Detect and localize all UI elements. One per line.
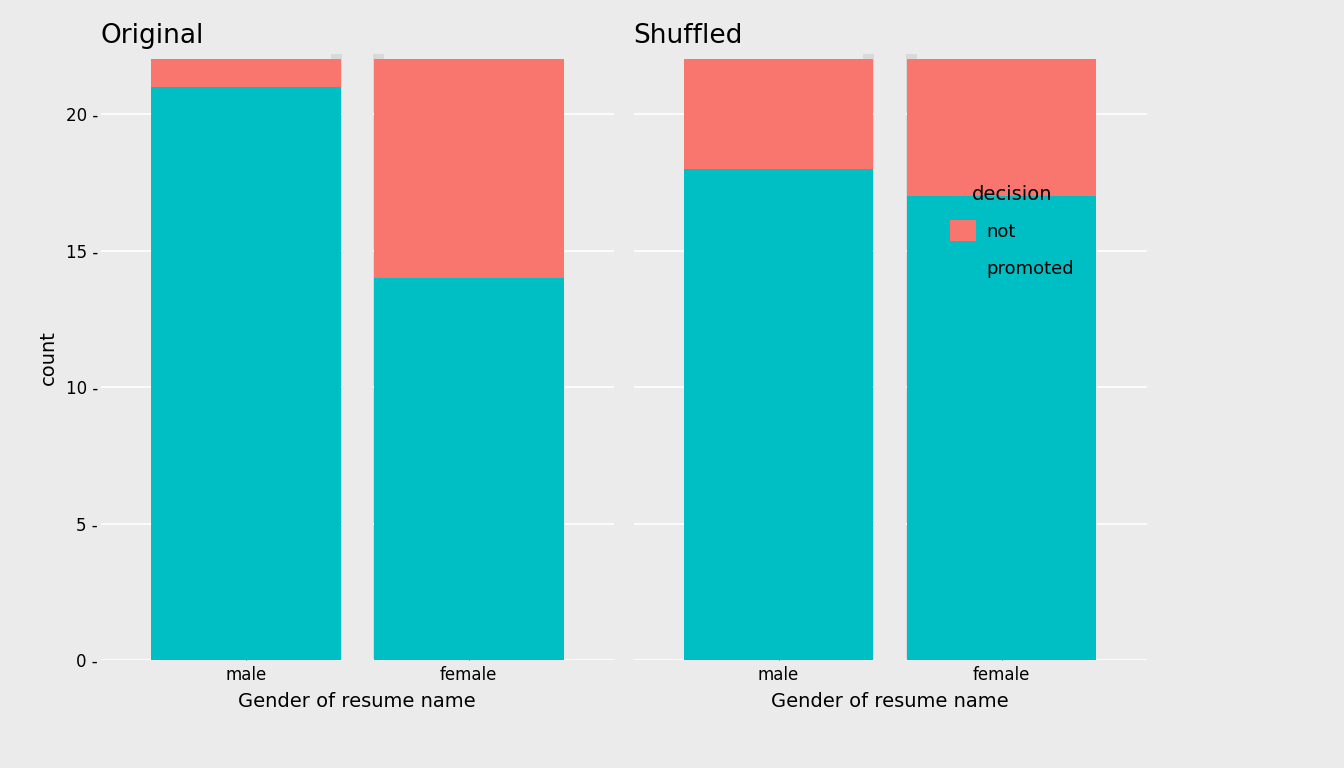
Text: Shuffled: Shuffled <box>633 22 743 48</box>
Bar <box>907 196 1097 660</box>
X-axis label: Gender of resume name: Gender of resume name <box>771 693 1009 711</box>
X-axis label: Gender of resume name: Gender of resume name <box>238 693 476 711</box>
Bar <box>151 59 340 87</box>
Bar <box>907 59 1097 196</box>
Bar <box>863 54 917 660</box>
Bar <box>374 278 563 660</box>
Bar <box>151 87 340 660</box>
Text: Original: Original <box>101 22 204 48</box>
Legend: not, promoted: not, promoted <box>943 178 1082 286</box>
Bar <box>875 54 906 660</box>
Bar <box>341 54 372 660</box>
Bar <box>374 59 563 278</box>
Bar <box>684 59 874 168</box>
Bar <box>331 54 384 660</box>
Bar <box>684 168 874 660</box>
Y-axis label: count: count <box>39 329 58 385</box>
